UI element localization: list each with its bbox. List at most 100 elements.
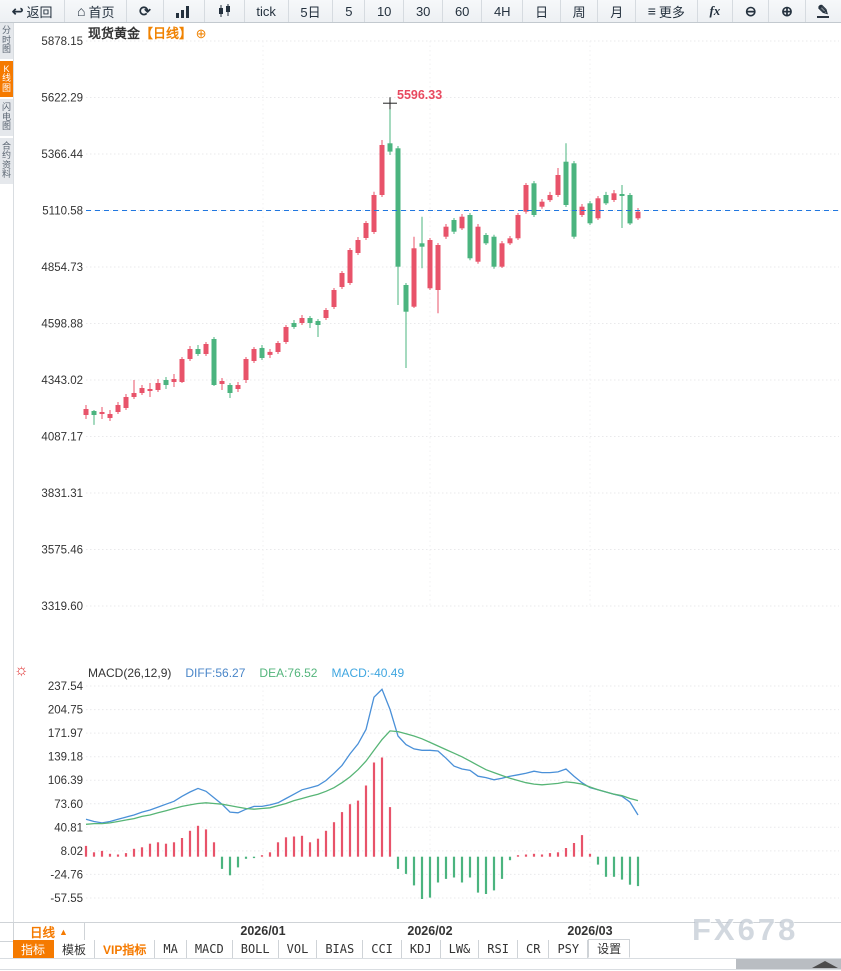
period-dropdown-label: 日线 <box>30 926 56 940</box>
horizontal-scrollbar-track[interactable] <box>0 958 841 970</box>
candle-body <box>131 393 137 397</box>
candle-body <box>547 195 553 201</box>
toolbar-button-month[interactable]: 月 <box>598 0 636 22</box>
zoom-out-icon: ⊖ <box>744 3 757 19</box>
indicator-tab-KDJ[interactable]: KDJ <box>402 940 441 958</box>
toolbar-button-home[interactable]: ⌂ 首页 <box>65 0 128 22</box>
macd-y-axis-label: 171.97 <box>48 728 83 740</box>
candle-body <box>235 385 241 389</box>
candle-body <box>531 183 537 215</box>
macd-diff-value: DIFF:56.27 <box>185 666 246 680</box>
bottom-scroll-strip <box>0 958 841 971</box>
toolbar-button-back[interactable]: ↩ 返回 <box>0 0 66 22</box>
toolbar-button-draw[interactable]: ✎ <box>806 0 841 22</box>
time-axis-row: 日线 ▲ 2026/01 2026/02 2026/03 <box>0 922 841 942</box>
toolbar-button-zoom-out[interactable]: ⊖ <box>733 0 770 22</box>
y-axis-label: 5878.15 <box>41 36 83 48</box>
candle-body <box>195 349 201 354</box>
indicator-tab-PSY[interactable]: PSY <box>549 940 589 958</box>
toolbar-button-more[interactable]: ≡ 更多 <box>636 0 698 22</box>
macd-y-axis-label: 204.75 <box>48 705 83 717</box>
macd-y-axis-label: 8.02 <box>61 846 83 858</box>
dropdown-up-arrow-icon: ▲ <box>59 926 68 937</box>
indicator-tab-MACD[interactable]: MACD <box>187 940 233 958</box>
toolbar-button-fx[interactable]: fx <box>698 0 734 22</box>
home-icon: ⌂ <box>77 3 86 19</box>
candle-body <box>467 215 473 259</box>
indicator-tab-MA[interactable]: MA <box>155 940 187 958</box>
expand-panel-arrow-icon[interactable] <box>812 961 838 968</box>
indicator-tab-VOL[interactable]: VOL <box>279 940 318 958</box>
sidebar-tab-time-chart[interactable]: 分时图 <box>0 22 13 59</box>
candle-body <box>267 351 273 355</box>
macd-y-axis-label: 73.60 <box>54 799 83 811</box>
y-axis-label: 5110.58 <box>42 206 83 218</box>
y-axis-label: 4854.73 <box>41 262 83 274</box>
high-price-label: 5596.33 <box>397 88 442 102</box>
candle-body <box>515 215 521 239</box>
sidebar-tab-kline-chart[interactable]: K线图 <box>0 60 13 97</box>
macd-y-axis-label: 106.39 <box>48 775 83 787</box>
candle-body <box>371 195 377 232</box>
toolbar-button-refresh[interactable]: ⟳ <box>127 0 164 22</box>
toolbar-button-day[interactable]: 日 <box>523 0 561 22</box>
macd-histogram <box>84 757 640 899</box>
macd-dea-value: DEA:76.52 <box>259 666 318 680</box>
toolbar-button-candle-chart[interactable] <box>205 0 245 22</box>
theme-sun-icon[interactable]: ☼ <box>14 662 29 679</box>
pen-icon: ✎ <box>817 1 830 18</box>
candle-body <box>83 409 89 415</box>
toolbar-label-m10: 10 <box>376 3 392 19</box>
y-axis-label: 4598.88 <box>41 319 83 331</box>
indicator-tab-RSI[interactable]: RSI <box>479 940 518 958</box>
toolbar-button-zoom-in[interactable]: ⊕ <box>769 0 806 22</box>
chart-type-sidebar: 分时图 K线图闪电图 合约资料 <box>0 22 14 958</box>
macd-hist-value: MACD:-40.49 <box>331 666 405 680</box>
candle-body <box>331 290 337 307</box>
candle-body <box>563 161 569 205</box>
indicator-tab-CCI[interactable]: CCI <box>363 940 402 958</box>
macd-y-axis-label: 40.81 <box>54 822 83 834</box>
indicator-tab-VIP指标[interactable]: VIP指标 <box>95 940 156 958</box>
toolbar-button-5d[interactable]: 5日 <box>289 0 334 22</box>
sidebar-tab-contract-info[interactable]: 合约资料 <box>0 137 13 184</box>
y-axis-label: 3575.46 <box>41 545 83 557</box>
indicator-tab-模板[interactable]: 模板 <box>54 940 96 958</box>
toolbar-button-bar-chart[interactable] <box>164 0 206 22</box>
toolbar-button-m10[interactable]: 10 <box>365 0 405 22</box>
indicator-tab-LW[interactable]: LW& <box>441 940 480 958</box>
indicator-tab-设置[interactable]: 设置 <box>588 939 631 958</box>
indicator-tab-指标[interactable]: 指标 <box>13 940 55 958</box>
toolbar-button-tick[interactable]: tick <box>245 0 289 22</box>
indicator-tab-BOLL[interactable]: BOLL <box>233 940 279 958</box>
candle-body <box>211 339 217 385</box>
candle-body <box>147 389 153 391</box>
x-axis-label: 2026/01 <box>240 924 286 938</box>
candle-body <box>411 248 417 307</box>
period-dropdown-button[interactable]: 日线 ▲ <box>13 923 85 940</box>
candle-body <box>243 359 249 380</box>
horizontal-scrollbar-thumb[interactable] <box>736 959 841 969</box>
candle-body <box>387 143 393 152</box>
candle-body <box>443 226 449 237</box>
toolbar-button-h4[interactable]: 4H <box>482 0 524 22</box>
toolbar-button-m30[interactable]: 30 <box>404 0 444 22</box>
y-axis-label: 3319.60 <box>41 601 83 613</box>
candle-body <box>299 318 305 323</box>
candle-body <box>427 240 433 289</box>
candle-body <box>595 198 601 219</box>
candle-body <box>523 185 529 212</box>
circled-plus-icon[interactable]: ⊕ <box>195 26 207 41</box>
toolbar-button-m5[interactable]: 5 <box>333 0 366 22</box>
indicator-tab-CR[interactable]: CR <box>518 940 550 958</box>
candle-body <box>483 235 489 244</box>
candle-body <box>459 216 465 229</box>
candle-body <box>163 380 169 385</box>
sidebar-tab-lightning-chart[interactable]: 闪电图 <box>0 99 13 136</box>
toolbar-button-week[interactable]: 周 <box>561 0 599 22</box>
indicator-tab-BIAS[interactable]: BIAS <box>317 940 364 958</box>
candlestick-series[interactable] <box>83 103 641 425</box>
toolbar-button-m60[interactable]: 60 <box>443 0 483 22</box>
